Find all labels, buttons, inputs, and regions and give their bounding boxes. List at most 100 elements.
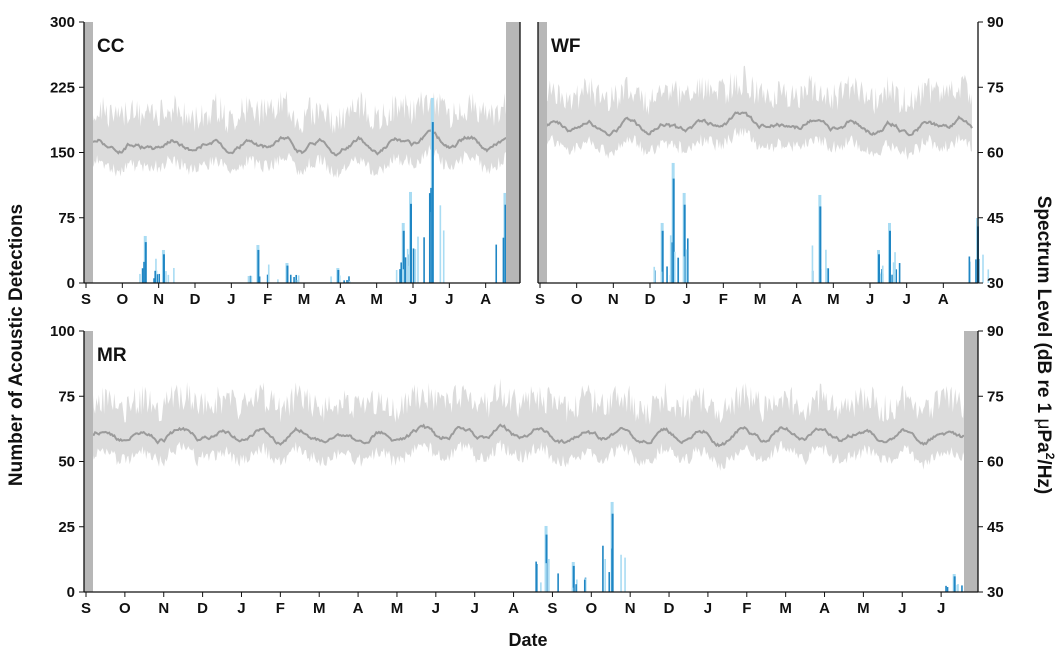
x-tick-label: M — [779, 600, 792, 617]
panel-label: CC — [97, 36, 125, 57]
detection-bar — [417, 236, 419, 283]
x-tick-label: J — [237, 600, 245, 617]
y-left-tick-label: 0 — [67, 584, 75, 601]
detection-bar — [348, 276, 350, 283]
detection-bar — [330, 276, 332, 283]
spectrum-band — [90, 90, 514, 179]
detection-bar — [683, 204, 686, 283]
detection-bar — [811, 245, 814, 283]
x-tick-label: J — [471, 600, 479, 617]
detection-bar — [889, 230, 891, 283]
y-right-tick-label: 30 — [987, 584, 1004, 601]
x-tick-label: O — [119, 600, 131, 617]
x-tick-label: F — [742, 600, 751, 617]
detection-bar — [608, 572, 611, 592]
detection-bar — [144, 242, 147, 283]
x-tick-label: D — [197, 600, 208, 617]
detection-bar — [673, 251, 676, 283]
detection-bar — [891, 274, 893, 283]
detection-bar — [139, 273, 141, 283]
detection-bar — [881, 265, 884, 283]
y-right-tick-label: 90 — [987, 323, 1004, 340]
detection-bar — [677, 257, 679, 283]
detection-bar — [258, 276, 261, 283]
y-right-tick-label: 60 — [987, 454, 1004, 471]
detection-bar — [165, 271, 167, 283]
detection-bar — [536, 563, 538, 592]
spectrum-band — [90, 378, 972, 471]
detection-bar — [167, 274, 170, 283]
detection-bar — [348, 280, 351, 283]
x-tick-label: A — [353, 600, 364, 617]
detection-bar — [878, 267, 880, 283]
y-right-tick-label: 60 — [987, 145, 1004, 162]
detection-bar — [819, 268, 822, 283]
detection-bar — [430, 187, 432, 283]
x-tick-label: N — [158, 600, 169, 617]
detection-bar — [686, 238, 689, 283]
x-tick-label: J — [682, 291, 690, 308]
y-left-tick-label: 50 — [58, 454, 75, 471]
detection-bar — [956, 584, 959, 592]
data-gap-bar — [506, 22, 520, 283]
y-left-tick-label: 75 — [58, 210, 75, 227]
detection-bar — [431, 122, 434, 283]
detection-bar — [153, 278, 155, 283]
detection-bar — [945, 585, 947, 592]
detection-bar — [895, 269, 898, 283]
detection-bar — [504, 204, 507, 283]
x-tick-label: A — [508, 600, 519, 617]
x-tick-label: J — [866, 291, 874, 308]
panel-wf: S O N D J F M A M J J A 30 45 60 75 90 WF — [535, 14, 1004, 308]
detection-bar — [968, 256, 971, 283]
x-tick-label: M — [857, 600, 870, 617]
y-left-tick-label: 0 — [67, 275, 75, 292]
detection-bar — [442, 230, 445, 283]
detection-bar — [250, 276, 253, 283]
detection-bar — [141, 268, 144, 283]
detection-bar — [414, 249, 417, 283]
detection-bar — [572, 565, 575, 592]
x-tick-label: S — [81, 291, 91, 308]
detection-bar — [540, 582, 542, 592]
detection-bar — [395, 270, 398, 283]
detection-bar — [975, 259, 977, 283]
y-left-tick-label: 75 — [58, 388, 75, 405]
detection-bar — [611, 548, 613, 592]
detection-bar — [267, 264, 270, 283]
detection-bar — [682, 256, 685, 283]
detection-bar — [961, 585, 963, 592]
x-tick-label: D — [190, 291, 201, 308]
y-right-axis-label: Spectrum Level (dB re 1 μPa2/Hz) — [1033, 196, 1057, 495]
spectrum-median-line — [89, 423, 973, 448]
detection-bar — [548, 558, 550, 592]
x-tick-label: J — [902, 291, 910, 308]
detection-bar — [894, 252, 896, 283]
x-tick-label: A — [819, 600, 830, 617]
detection-bar — [898, 263, 901, 283]
data-gap-bar — [538, 22, 547, 283]
detection-bar — [602, 545, 604, 592]
detection-bar — [289, 274, 292, 283]
x-tick-label: S — [81, 600, 91, 617]
detection-bar — [143, 261, 145, 283]
detection-bar — [399, 269, 401, 283]
detection-bar — [953, 576, 956, 592]
detection-bar — [249, 275, 252, 283]
x-tick-label: J — [445, 291, 453, 308]
detection-bar — [247, 276, 250, 283]
y-right-tick-label: 45 — [987, 519, 1004, 536]
detection-bar — [346, 280, 348, 283]
x-tick-label: S — [535, 291, 545, 308]
y-right-tick-label: 75 — [987, 388, 1004, 405]
x-tick-label: M — [754, 291, 767, 308]
detection-bar — [571, 587, 574, 592]
detection-bar — [584, 578, 587, 592]
x-tick-label: A — [938, 291, 949, 308]
detection-bar — [669, 235, 672, 283]
x-tick-label: O — [116, 291, 128, 308]
detection-bar — [337, 269, 340, 283]
detection-bar — [624, 557, 626, 592]
detection-bar — [575, 584, 577, 592]
